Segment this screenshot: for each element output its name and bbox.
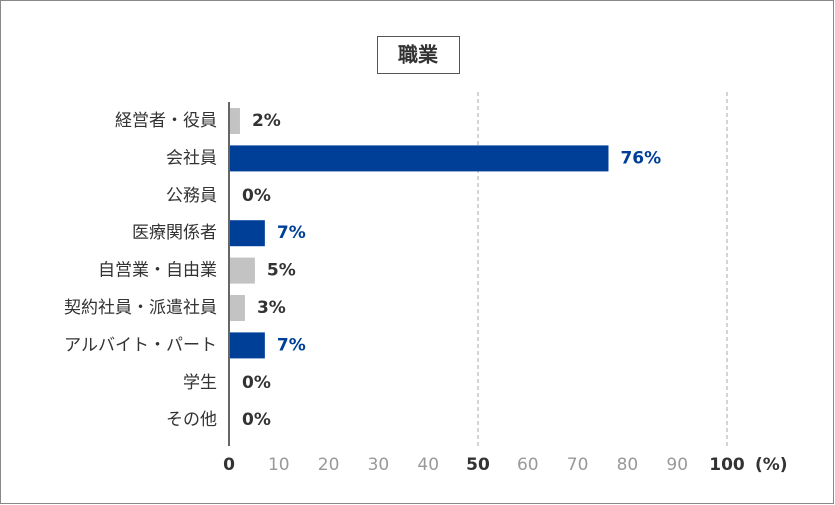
category-label: アルバイト・パート bbox=[64, 335, 217, 355]
value-label: 2% bbox=[252, 111, 281, 131]
x-tick-label: 60 bbox=[517, 455, 539, 475]
bar bbox=[230, 257, 255, 284]
value-label: 76% bbox=[620, 148, 661, 168]
category-label: 会社員 bbox=[166, 148, 217, 168]
value-label: 0% bbox=[242, 186, 271, 206]
category-label: その他 bbox=[166, 410, 217, 430]
x-tick-label: 40 bbox=[417, 455, 439, 475]
bar bbox=[230, 220, 265, 247]
x-tick-label: 50 bbox=[466, 455, 490, 475]
title-box bbox=[377, 36, 460, 74]
x-tick-label: 80 bbox=[617, 455, 639, 475]
bar bbox=[230, 295, 245, 321]
value-label: 0% bbox=[242, 410, 271, 430]
x-tick-label: 100 bbox=[709, 455, 745, 475]
bar bbox=[230, 145, 609, 172]
x-tick-label: 10 bbox=[268, 455, 290, 475]
value-label: 5% bbox=[267, 261, 296, 281]
bar bbox=[230, 332, 265, 359]
x-tick-label: 30 bbox=[368, 455, 390, 475]
category-label: 医療関係者 bbox=[132, 223, 217, 243]
x-tick-label: 70 bbox=[567, 455, 589, 475]
x-tick-label: 20 bbox=[318, 455, 340, 475]
category-label: 公務員 bbox=[166, 186, 217, 206]
category-label: 学生 bbox=[183, 373, 217, 393]
category-label: 自営業・自由業 bbox=[98, 261, 217, 281]
value-label: 7% bbox=[277, 223, 306, 243]
bar bbox=[230, 108, 240, 134]
chart-title: 職業 bbox=[398, 43, 439, 67]
x-tick-label: 90 bbox=[666, 455, 688, 475]
x-unit: (%) bbox=[755, 455, 788, 475]
category-label: 契約社員・派遣社員 bbox=[64, 298, 217, 318]
value-label: 3% bbox=[257, 298, 286, 318]
x-tick-label: 0 bbox=[223, 455, 235, 475]
value-label: 7% bbox=[277, 335, 306, 355]
category-label: 経営者・役員 bbox=[115, 111, 217, 131]
value-label: 0% bbox=[242, 373, 271, 393]
